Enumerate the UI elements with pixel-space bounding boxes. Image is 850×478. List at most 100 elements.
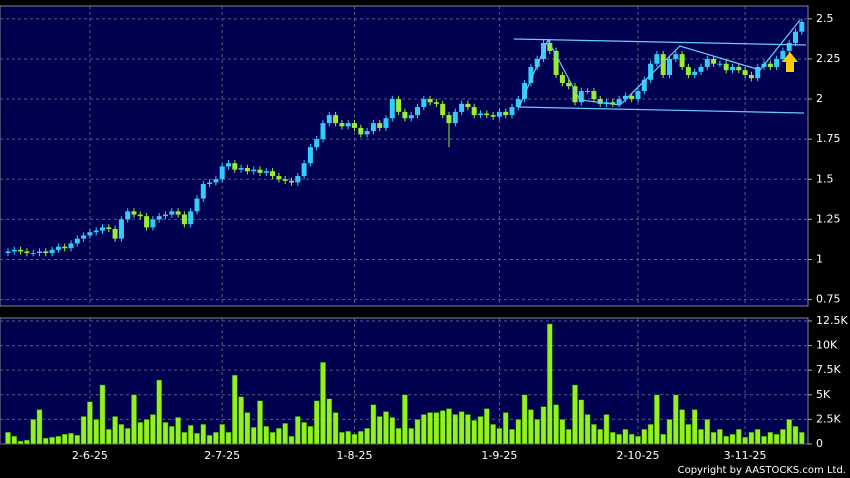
candle-body [648, 63, 654, 80]
candle-body [748, 74, 754, 79]
candle-body [427, 99, 433, 103]
candle-body [673, 54, 679, 59]
candle-body [200, 184, 206, 199]
candle-body [358, 127, 364, 135]
volume-bar [194, 432, 200, 445]
candle-body [93, 230, 99, 233]
candle-body [660, 54, 666, 75]
volume-bar [597, 428, 604, 445]
volume-bar [42, 437, 49, 445]
volume-bar [143, 419, 150, 445]
candle-body [496, 111, 502, 117]
x-tick-label: 1-9-25 [481, 449, 517, 462]
candle-body [68, 243, 74, 249]
volume-bar [231, 374, 238, 445]
candle-body [244, 168, 250, 172]
volume-bar [124, 428, 131, 445]
candle-body [18, 249, 24, 252]
candle-body [610, 102, 616, 104]
candle-body [509, 107, 515, 116]
volume-bar [654, 394, 660, 445]
candle-body [654, 54, 660, 64]
volume-bar [704, 419, 711, 445]
y-tick-label: 1 [816, 252, 823, 265]
volume-bar [269, 431, 276, 445]
candle-body [194, 198, 200, 212]
volume-bar [263, 426, 270, 445]
candle-body [396, 99, 402, 112]
volume-bar [490, 424, 496, 445]
volume-bar [250, 427, 257, 445]
candle-body [370, 123, 376, 132]
volume-bar [402, 394, 408, 445]
volume-bar [553, 404, 559, 445]
candle-body [207, 182, 213, 185]
candle-body [11, 249, 17, 252]
volume-bar [679, 409, 685, 445]
candle-body [118, 219, 124, 239]
volume-bar [175, 417, 181, 445]
volume-bar [710, 431, 717, 445]
volume-bar [105, 428, 112, 445]
volume-bar [761, 435, 767, 445]
volume-bar [427, 412, 433, 445]
candle-body [314, 139, 320, 148]
copyright: Copyright by AASTOCKS.com Ltd. [678, 465, 846, 476]
candle-body [219, 166, 225, 180]
volume-bar [55, 435, 62, 445]
volume-bar [307, 426, 314, 445]
candle-body [786, 42, 792, 51]
candle-body [5, 251, 11, 254]
candle-body [55, 246, 61, 250]
volume-bar [698, 428, 704, 445]
candle-body [87, 232, 93, 236]
candle-body [377, 123, 383, 128]
volume-bar [616, 433, 622, 445]
price-panel [0, 5, 809, 307]
candle-body [49, 249, 55, 254]
y-tick-label: 2.25 [816, 52, 841, 65]
x-tick-label: 2-7-25 [204, 449, 240, 462]
candle-body [572, 86, 578, 103]
candle-body [547, 42, 553, 51]
candle-body [459, 103, 465, 112]
volume-bar [383, 411, 389, 445]
volume-bar [773, 433, 780, 445]
candle-body [730, 66, 735, 71]
candle-body [585, 91, 591, 93]
volume-bar [465, 414, 471, 445]
candle-body [723, 63, 729, 71]
candle-body [698, 66, 704, 72]
candle-body [24, 251, 30, 254]
candle-body [43, 251, 49, 254]
volume-bar [162, 422, 169, 445]
y2-tick-label: 10K [816, 339, 838, 352]
candle-body [156, 216, 162, 220]
volume-bar [389, 417, 396, 445]
volume-bar [647, 424, 654, 445]
volume-bar [483, 408, 490, 445]
volume-bar [559, 419, 566, 445]
volume-bar [244, 412, 251, 445]
volume-bar [150, 414, 156, 445]
candle-body [452, 111, 458, 124]
candle-body [150, 219, 156, 228]
volume-bar [49, 436, 55, 445]
candle-body [534, 58, 540, 67]
volume-bar [439, 410, 446, 445]
volume-bar [376, 416, 383, 445]
y-tick-label: 1.25 [816, 212, 841, 225]
volume-bar [565, 428, 572, 445]
volume-bar [181, 431, 188, 445]
candle-body [37, 251, 42, 254]
y2-tick-label: 7.5K [816, 363, 841, 376]
volume-bar [786, 419, 793, 445]
volume-bar [187, 425, 194, 445]
candle-body [471, 107, 477, 116]
volume-bar [93, 419, 100, 445]
candle-body [629, 95, 635, 100]
candle-body [301, 163, 307, 177]
volume-bar [414, 419, 421, 445]
candle-body [307, 147, 313, 164]
volume-bar [635, 435, 641, 445]
